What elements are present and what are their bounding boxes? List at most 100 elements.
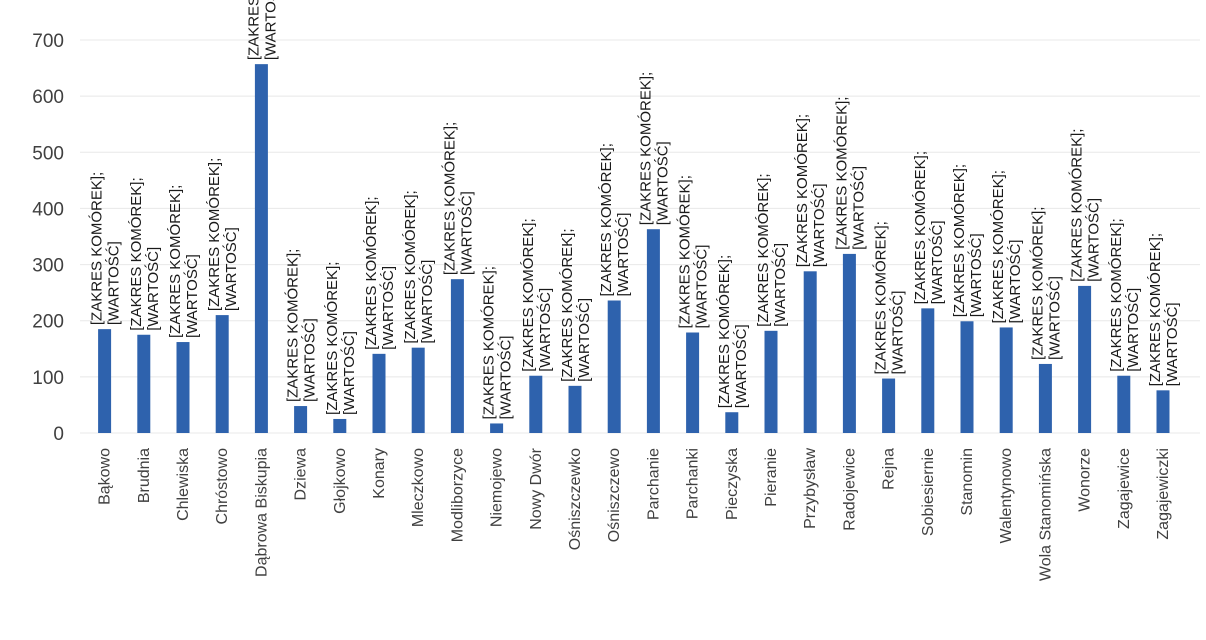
data-label: [ZAKRES KOMÓREK];[WARTOŚĆ] bbox=[128, 177, 162, 330]
data-label: [ZAKRES KOMÓREK];[WARTOŚĆ] bbox=[716, 255, 750, 408]
category-label: Sobiesiernie bbox=[920, 448, 937, 536]
data-label-line2: [WARTOŚĆ] bbox=[105, 241, 123, 325]
data-label-line1: [ZAKRES KOMÓREK]; bbox=[912, 151, 929, 304]
data-label-line1: [ZAKRES KOMÓREK]; bbox=[833, 97, 850, 250]
y-tick-label: 600 bbox=[32, 87, 64, 108]
bar bbox=[372, 353, 386, 433]
data-label: [ZAKRES KOMÓREK];[WARTOŚĆ] bbox=[873, 221, 907, 374]
bar bbox=[921, 308, 935, 433]
data-label-line2: [WARTOŚĆ] bbox=[967, 233, 985, 317]
data-label: [ZAKRES KOMÓREK];[WARTOŚĆ] bbox=[637, 72, 671, 225]
bar bbox=[1078, 285, 1092, 433]
data-label: [ZAKRES KOMÓREK];[WARTOŚĆ] bbox=[363, 196, 397, 349]
data-label-line1: [ZAKRES KOMÓREK]; bbox=[1069, 129, 1086, 282]
bar bbox=[294, 406, 308, 433]
data-label: [ZAKRES KOMÓREK];[WARTOŚĆ] bbox=[755, 173, 789, 326]
data-label-line1: [ZAKRES KOMÓREK]; bbox=[598, 143, 615, 296]
bar bbox=[999, 327, 1013, 433]
category-label: Ośniszczewo bbox=[606, 448, 623, 542]
data-label-line1: [ZAKRES KOMÓREK]; bbox=[677, 175, 694, 328]
bar bbox=[1038, 363, 1052, 433]
data-label: [ZAKRES KOMÓREK];[WARTOŚĆ] bbox=[206, 158, 240, 311]
data-label-line1: [ZAKRES KOMÓREK]; bbox=[441, 122, 458, 275]
bar bbox=[725, 412, 739, 433]
data-label: [ZAKRES KOMÓREK];[WARTOŚĆ] bbox=[912, 151, 946, 304]
data-label-line2: [WARTOŚĆ] bbox=[497, 336, 515, 420]
data-label: [ZAKRES KOMÓREK];[WARTOŚĆ] bbox=[1069, 129, 1103, 282]
data-label: [ZAKRES KOMÓREK];[WARTOŚĆ] bbox=[951, 164, 985, 317]
bar bbox=[686, 332, 700, 433]
category-label: Dziewa bbox=[293, 448, 310, 501]
bar bbox=[215, 315, 229, 433]
data-label: [ZAKRES KOMÓREK];[WARTOŚĆ] bbox=[794, 114, 828, 267]
data-label-line2: [WARTOŚĆ] bbox=[222, 227, 240, 311]
data-label-line2: [WARTOŚĆ] bbox=[418, 260, 436, 344]
data-label-line1: [ZAKRES KOMÓREK]; bbox=[794, 114, 811, 267]
category-label: Głojkowo bbox=[332, 448, 349, 514]
data-label: [ZAKRES KOMÓREK];[WARTOŚĆ] bbox=[677, 175, 711, 328]
data-label-line1: [ZAKRES KOMÓREK]; bbox=[990, 170, 1007, 323]
category-label: Bąkowo bbox=[97, 448, 114, 505]
bar bbox=[529, 375, 543, 433]
data-label-line1: [ZAKRES KOMÓREK]; bbox=[559, 228, 576, 381]
data-label-line1: [ZAKRES KOMÓREK]; bbox=[1029, 207, 1046, 360]
data-label: [ZAKRES KOMÓREK];[WARTOŚĆ] bbox=[1147, 233, 1181, 386]
category-label: Stanomin bbox=[959, 448, 976, 516]
data-label-line1: [ZAKRES KOMÓREK]; bbox=[89, 172, 106, 325]
data-label-line1: [ZAKRES KOMÓREK]; bbox=[167, 185, 184, 338]
data-labels: [ZAKRES KOMÓREK]; [WARTOŚĆ] [ZAKRES KOMÓRE… bbox=[89, 0, 1181, 419]
data-label-line2: [WARTOŚĆ] bbox=[928, 220, 946, 304]
data-label-line1: [ZAKRES KOMÓREK]; bbox=[755, 173, 772, 326]
data-label-line2: [WARTOŚĆ] bbox=[849, 166, 867, 250]
y-tick-label: 0 bbox=[53, 424, 64, 445]
bar bbox=[333, 418, 347, 433]
data-label: [ZAKRES KOMÓREK];[WARTOŚĆ] bbox=[520, 218, 554, 371]
category-label: Pieranie bbox=[763, 448, 780, 507]
data-label-line2: [WARTOŚĆ] bbox=[1124, 288, 1142, 372]
data-label-line1: [ZAKRES KOMÓREK]; bbox=[324, 262, 341, 415]
category-label: Konary bbox=[371, 448, 388, 499]
category-label: Chlewiska bbox=[175, 448, 192, 521]
data-label: [ZAKRES KOMÓREK];[WARTOŚĆ] bbox=[167, 185, 201, 338]
data-label: [ZAKRES KOMÓREK];[WARTOŚĆ] bbox=[245, 0, 279, 60]
data-label-line2: [WARTOŚĆ] bbox=[1045, 276, 1063, 360]
category-label: Pieczyska bbox=[724, 448, 741, 520]
category-label: Nowy Dwór bbox=[528, 447, 545, 529]
data-label-line1: [ZAKRES KOMÓREK]; bbox=[128, 177, 145, 330]
data-label-line1: [ZAKRES KOMÓREK]; bbox=[402, 190, 419, 343]
y-tick-label: 500 bbox=[32, 143, 64, 164]
category-label: Radojewice bbox=[841, 448, 858, 531]
data-label-line2: [WARTOŚĆ] bbox=[261, 0, 279, 60]
y-tick-label: 700 bbox=[32, 31, 64, 52]
data-label: [ZAKRES KOMÓREK];[WARTOŚĆ] bbox=[559, 228, 593, 381]
bar bbox=[764, 330, 778, 433]
category-label: Zagajewice bbox=[1116, 448, 1133, 529]
data-label-line2: [WARTOŚĆ] bbox=[653, 141, 671, 225]
data-label: [ZAKRES KOMÓREK];[WARTOŚĆ] bbox=[89, 172, 123, 325]
data-label-line1: [ZAKRES KOMÓREK]; bbox=[245, 0, 262, 60]
data-label-line1: [ZAKRES KOMÓREK]; bbox=[951, 164, 968, 317]
category-label: Ośniszczewko bbox=[567, 448, 584, 550]
category-label: Modliborzyce bbox=[449, 448, 466, 542]
category-label: Walentynowo bbox=[998, 448, 1015, 544]
category-label: Dąbrowa Biskupia bbox=[253, 448, 270, 577]
data-label-line1: [ZAKRES KOMÓREK]; bbox=[481, 266, 498, 419]
category-label: Wola Stanomińska bbox=[1037, 448, 1054, 581]
data-label-line1: [ZAKRES KOMÓREK]; bbox=[1108, 218, 1125, 371]
data-label: [ZAKRES KOMÓREK];[WARTOŚĆ] bbox=[990, 170, 1024, 323]
data-label-line2: [WARTOŚĆ] bbox=[457, 191, 475, 275]
bar bbox=[98, 329, 112, 433]
category-label: Rejna bbox=[881, 448, 898, 490]
data-label-line2: [WARTOŚĆ] bbox=[575, 298, 593, 382]
data-label-line2: [WARTOŚĆ] bbox=[614, 213, 632, 297]
bar bbox=[803, 271, 817, 433]
bar bbox=[1156, 390, 1170, 433]
data-label-line2: [WARTOŚĆ] bbox=[536, 288, 554, 372]
bars bbox=[98, 64, 1170, 434]
category-label: Parchanki bbox=[685, 448, 702, 519]
data-label-line1: [ZAKRES KOMÓREK]; bbox=[363, 196, 380, 349]
data-label-line1: [ZAKRES KOMÓREK]; bbox=[1147, 233, 1164, 386]
data-label-line2: [WARTOŚĆ] bbox=[1006, 240, 1024, 324]
bar bbox=[842, 253, 856, 433]
